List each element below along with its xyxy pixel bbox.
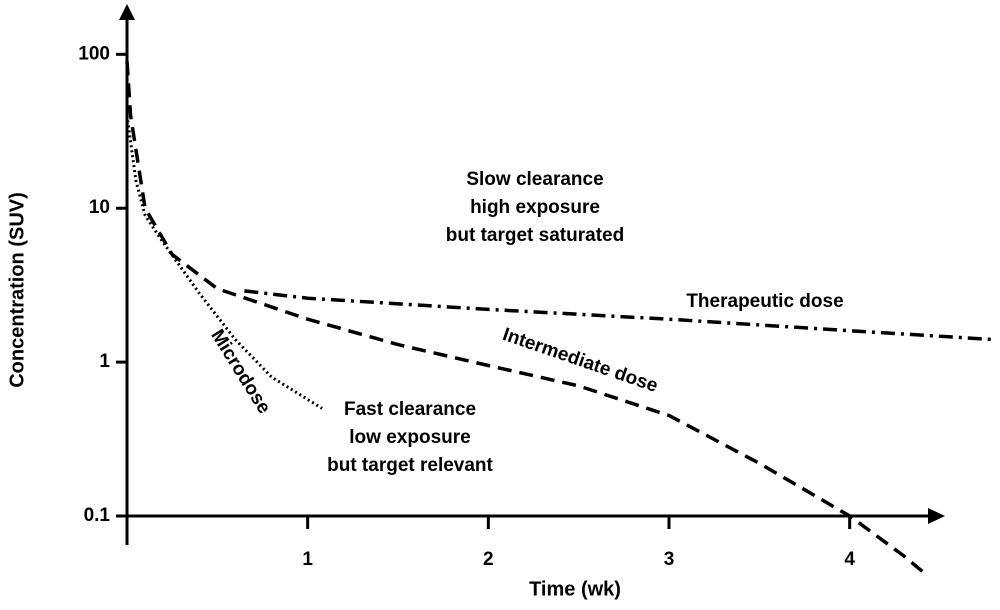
series-label: Intermediate dose: [500, 324, 661, 397]
x-tick-label: 4: [844, 549, 855, 570]
y-tick-label: 100: [78, 43, 110, 64]
x-axis-label: Time (wk): [529, 578, 621, 600]
x-arrow: [928, 508, 945, 524]
annotation: low exposure: [349, 427, 470, 448]
series-label: Therapeutic dose: [686, 291, 843, 312]
annotation: Slow clearance: [466, 169, 603, 190]
y-tick-label: 1: [99, 351, 110, 372]
series-line: [244, 289, 995, 342]
annotation: but target saturated: [446, 225, 624, 246]
y-tick-label: 0.1: [84, 505, 111, 526]
y-tick-label: 10: [89, 197, 110, 218]
series-line: [125, 61, 927, 576]
annotation: but target relevant: [327, 455, 493, 476]
annotation: Fast clearance: [344, 399, 476, 420]
series-line: [125, 115, 323, 410]
x-tick-label: 2: [483, 549, 494, 570]
y-axis-label: Concentration (SUV): [6, 192, 28, 388]
annotation: high exposure: [470, 197, 600, 218]
x-tick-label: 1: [302, 549, 313, 570]
y-arrow: [119, 4, 135, 20]
series-label: Microdose: [206, 326, 274, 418]
x-tick-label: 3: [664, 549, 675, 570]
